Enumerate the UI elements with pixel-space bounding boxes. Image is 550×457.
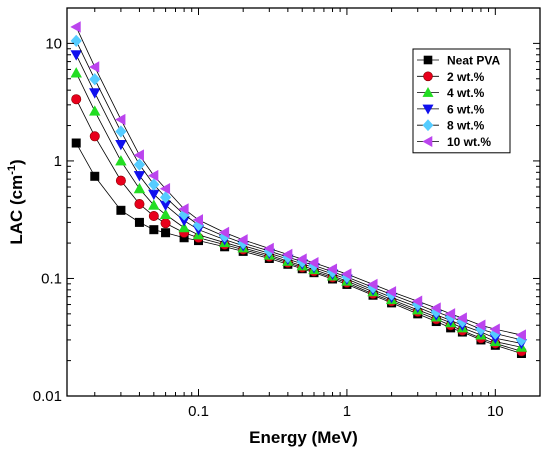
data-point <box>115 175 126 186</box>
data-point <box>456 312 467 324</box>
data-point <box>148 210 159 221</box>
data-point <box>70 34 82 48</box>
data-point <box>88 61 100 73</box>
data-point <box>116 205 126 215</box>
data-point <box>160 218 171 229</box>
legend: Neat PVA 2 wt.% 4 wt.% 6 wt.% 8 wt.% 10 wt.% <box>412 48 511 154</box>
data-point <box>71 138 81 148</box>
y-axis-label-sup: -1 <box>6 165 18 175</box>
data-point <box>296 253 307 265</box>
legend-marker <box>422 86 434 97</box>
legend-label: 4 wt.% <box>447 86 485 100</box>
data-point <box>89 73 101 86</box>
legend-label: 8 wt.% <box>447 119 485 133</box>
legend-marker <box>422 119 434 132</box>
data-point <box>148 199 160 210</box>
x-tick-label: 10 <box>487 403 504 420</box>
data-point <box>515 329 526 341</box>
data-point <box>89 88 101 99</box>
data-point <box>218 226 230 239</box>
legend-marker <box>423 55 433 65</box>
legend-box <box>412 48 511 154</box>
data-point <box>282 248 293 261</box>
data-point <box>70 50 82 61</box>
axis-ticks: 0.1 1 10 0.01 0.1 1 10 <box>33 7 541 420</box>
data-point <box>237 234 248 246</box>
data-point <box>148 169 159 182</box>
data-point <box>115 155 127 166</box>
data-point <box>308 257 319 269</box>
data-point <box>411 295 423 307</box>
data-point <box>385 286 397 298</box>
data-point <box>133 171 146 182</box>
legend-label: 2 wt.% <box>447 70 485 84</box>
data-point <box>161 228 171 238</box>
y-tick-label: 10 <box>45 35 62 52</box>
data-point <box>430 302 441 314</box>
x-tick-label: 0.1 <box>188 403 209 420</box>
data-point <box>70 21 81 33</box>
data-point <box>134 199 145 210</box>
data-point <box>133 182 146 194</box>
data-point <box>115 113 126 126</box>
data-point <box>148 178 160 191</box>
legend-label: Neat PVA <box>447 54 500 68</box>
data-point <box>489 323 500 335</box>
data-point <box>263 242 274 255</box>
y-tick-label: 0.1 <box>41 270 62 287</box>
data-point <box>89 131 100 142</box>
data-point <box>149 225 159 235</box>
data-point <box>178 203 189 215</box>
data-point <box>133 158 146 171</box>
data-point <box>341 268 352 280</box>
data-point <box>192 214 204 226</box>
data-point <box>133 149 144 161</box>
data-point <box>90 171 100 181</box>
x-tick-label: 1 <box>343 403 351 420</box>
y-tick-label: 0.01 <box>33 388 62 405</box>
y-axis-label-close: ) <box>7 159 26 165</box>
x-axis-label: Energy (MeV) <box>249 428 358 447</box>
data-point <box>89 105 101 116</box>
data-point <box>159 191 172 204</box>
data-point <box>71 94 82 105</box>
legend-marker <box>422 104 434 115</box>
data-point <box>70 67 82 78</box>
legend-label: 6 wt.% <box>447 102 485 116</box>
data-point <box>159 183 171 195</box>
series-5 <box>70 21 526 341</box>
legend-marker <box>423 71 433 82</box>
plot-frame <box>66 7 541 397</box>
legend-label: 10 wt.% <box>447 135 491 149</box>
y-tick-label: 1 <box>54 153 62 170</box>
data-point <box>115 125 127 138</box>
data-point <box>444 308 456 320</box>
y-axis-label-main: LAC (cm <box>7 175 26 245</box>
data-point <box>115 139 127 151</box>
data-point <box>159 208 172 220</box>
data-point <box>326 263 338 275</box>
y-axis-label: LAC (cm-1) <box>6 159 26 244</box>
plot-area <box>70 21 528 358</box>
data-point <box>475 319 486 331</box>
legend-marker <box>422 135 433 148</box>
data-point <box>367 278 378 291</box>
data-point <box>134 217 144 227</box>
data-point <box>178 221 190 233</box>
